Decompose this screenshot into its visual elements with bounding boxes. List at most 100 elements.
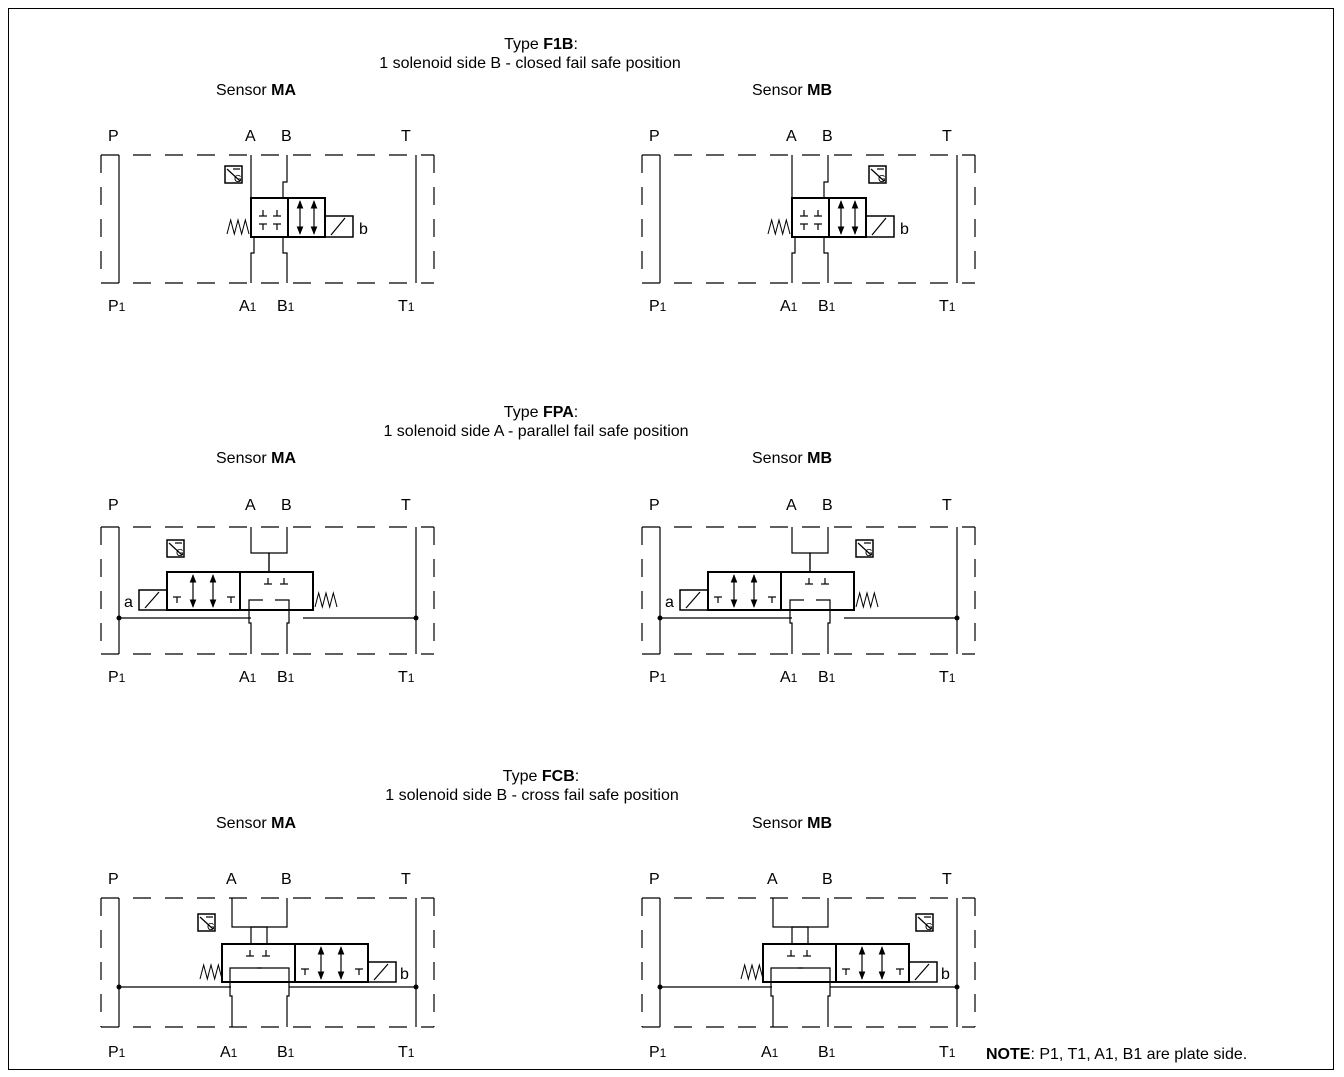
closed-port-tee [262,950,270,957]
port-b1-label: B1 [277,1044,295,1061]
closed-port-tee [787,950,795,957]
a-channel-top [772,898,809,944]
solenoid-a-icon [679,589,709,611]
solenoid-b-icon [367,961,397,983]
port-a1-label: A1 [761,1044,779,1061]
port-t1-label: T1 [398,298,415,315]
junction-dot [116,615,122,621]
port-t-label: T [401,128,411,145]
port-t-label: T [942,871,952,888]
spring-icon [855,591,879,609]
section-2-type-title: Type FPA: [503,404,579,421]
spool-center-box [239,571,314,611]
junction-dot [954,984,960,990]
b-channel-top [268,527,288,572]
port-a1-label: A1 [239,298,257,315]
sensor-letter: G [925,922,933,933]
section-3-description: 1 solenoid side B - cross fail safe posi… [385,787,679,804]
solenoid-b-label: b [941,966,950,983]
closed-port-tee [768,596,776,603]
port-a-label: A [786,128,797,145]
port-b1-label: B1 [277,669,295,686]
closed-port-tee [264,578,272,585]
closed-port-tee [714,596,722,603]
junction-dot [954,615,960,621]
port-b1-label: B1 [818,669,836,686]
spool-cross-box [828,197,867,238]
port-a-label: A [245,128,256,145]
port-t-label: T [401,497,411,514]
port-t1-label: T1 [939,298,956,315]
drawing-frame [8,8,1334,1070]
sensor-letter: G [207,922,215,933]
solenoid-a-label: a [665,594,674,611]
closed-port-tee [273,223,281,230]
b-channel-top [809,527,829,572]
port-p1-label: P1 [649,298,667,315]
sensor-letter: G [878,174,886,185]
port-a1-label: A1 [780,298,798,315]
closed-port-tee [842,968,850,975]
closed-port-tee [173,596,181,603]
port-b-label: B [281,871,292,888]
spool-center-box [791,197,830,238]
a-channel-top [250,527,270,572]
b-channel-top [282,155,288,198]
section-1-sensor-mb-label: Sensor MB [752,82,833,99]
spring-icon [314,591,338,609]
sensor-letter: G [176,548,184,559]
port-p-label: P [108,497,119,514]
solenoid-b-icon [865,215,895,238]
closed-port-tee [259,210,267,217]
port-t-label: T [942,128,952,145]
sensor-icon: G [915,913,934,933]
junction-dot [657,615,663,621]
port-t1-label: T1 [398,1044,415,1061]
port-p1-label: P1 [649,1044,667,1061]
solenoid-a-label: a [124,594,133,611]
port-t-label: T [401,871,411,888]
solenoid-b-label: b [359,221,368,238]
b-channel-bottom [282,237,288,283]
port-b-label: B [822,497,833,514]
spring-icon [740,963,764,981]
solenoid-b-label: b [400,966,409,983]
port-a-label: A [226,871,237,888]
spool-cross-center-box [762,943,837,983]
junction-dot [657,984,663,990]
port-a1-label: A1 [239,669,257,686]
port-p-label: P [649,871,660,888]
closed-port-tee [896,968,904,975]
closed-port-tee [355,968,363,975]
b-channel-bottom [816,599,831,654]
sensor-letter: G [234,174,242,185]
closed-port-tee [805,578,813,585]
closed-port-tee [301,968,309,975]
spool-parallel-box [835,943,910,983]
port-p1-label: P1 [649,669,667,686]
closed-port-tee [814,223,822,230]
section-1-sensor-ma-label: Sensor MA [216,82,297,99]
closed-port-tee [280,578,288,585]
section-2-sensor-mb-label: Sensor MB [752,450,833,467]
closed-port-tee [800,210,808,217]
sensor-icon: G [166,539,185,559]
port-b1-label: B1 [277,298,295,315]
junction-dot [413,615,419,621]
spool-center-box [780,571,855,611]
closed-port-tee [803,950,811,957]
a-channel-bottom [250,237,255,283]
solenoid-b-label: b [900,221,909,238]
section-2-sensor-ma-label: Sensor MA [216,450,297,467]
sensor-icon: G [224,165,243,185]
b-channel-bottom [275,599,290,654]
port-a1-label: A1 [220,1044,238,1061]
section-1-type-title: Type F1B: [504,36,578,53]
solenoid-b-icon [908,961,938,983]
port-p-label: P [108,871,119,888]
port-b-label: B [822,128,833,145]
b-channel-bottom [798,967,831,1027]
port-a1-label: A1 [780,669,798,686]
port-p1-label: P1 [108,1044,126,1061]
